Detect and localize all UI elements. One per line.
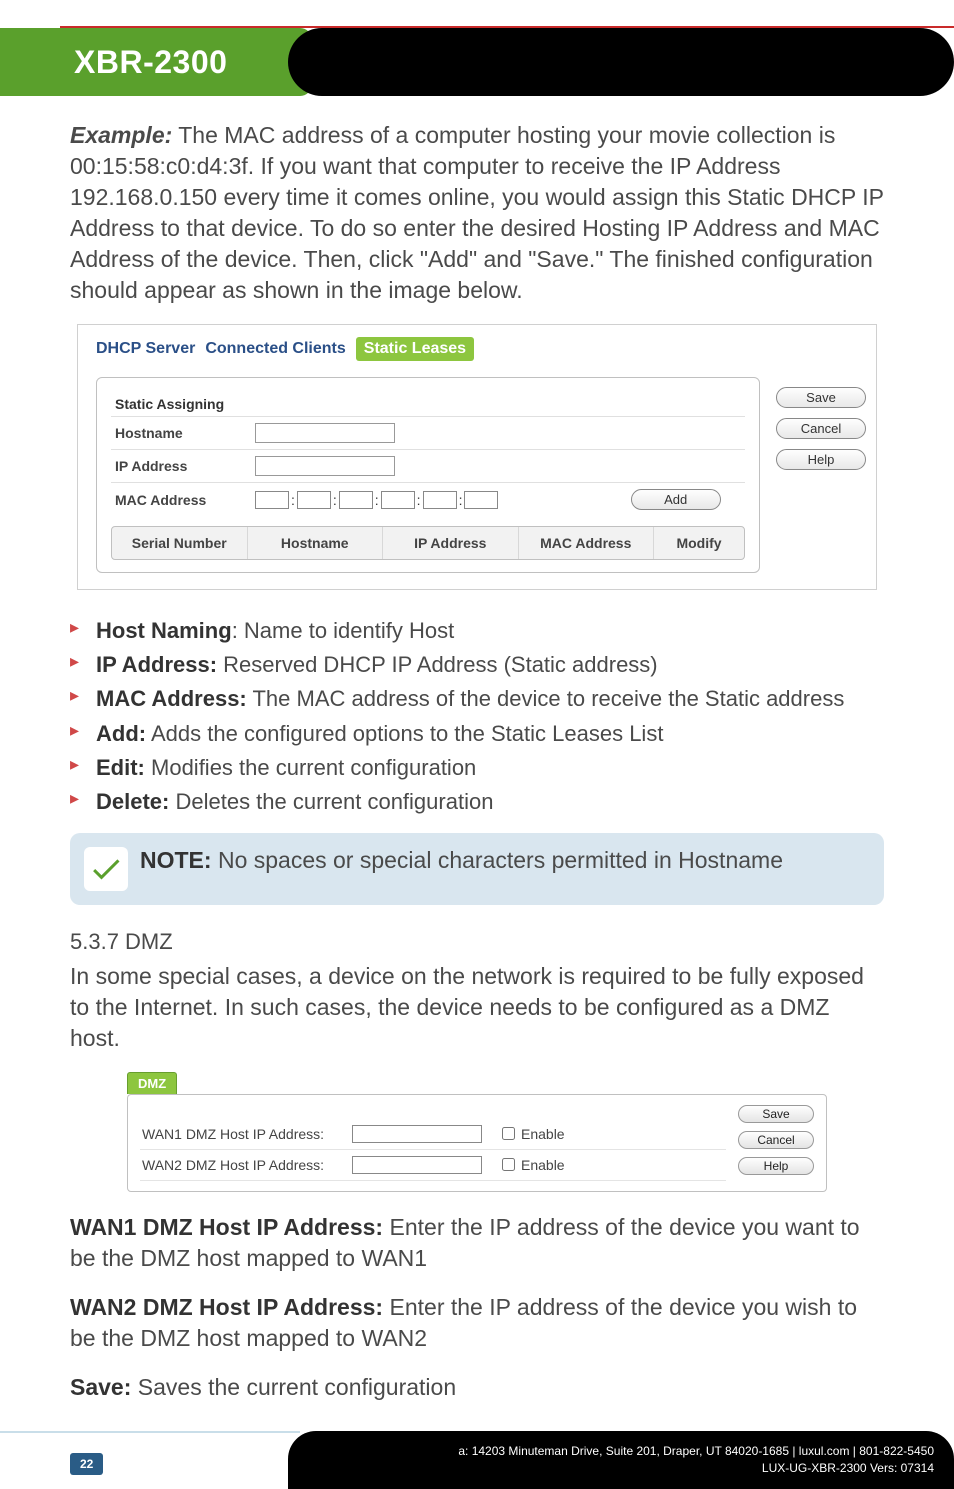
desc-edit: Modifies the current configuration bbox=[145, 755, 476, 780]
mac-4[interactable] bbox=[381, 491, 415, 509]
col-serial: Serial Number bbox=[112, 527, 248, 559]
input-ip[interactable] bbox=[255, 456, 395, 476]
mac-2[interactable] bbox=[297, 491, 331, 509]
static-leases-screenshot: DHCP Server Connected Clients Static Lea… bbox=[77, 324, 877, 590]
dmz-intro: In some special cases, a device on the n… bbox=[70, 961, 884, 1054]
tab-dhcp-server[interactable]: DHCP Server bbox=[96, 340, 195, 358]
input-hostname[interactable] bbox=[255, 423, 395, 443]
dmz-save-button[interactable]: Save bbox=[738, 1105, 814, 1123]
note-label: NOTE: bbox=[140, 847, 212, 873]
example-label: Example: bbox=[70, 122, 172, 148]
desc-delete: Deletes the current configuration bbox=[169, 789, 493, 814]
section-static-assigning: Static Assigning bbox=[111, 390, 745, 417]
product-name: XBR-2300 bbox=[74, 44, 227, 81]
label-wan1: WAN1 DMZ Host IP Address: bbox=[142, 1126, 352, 1142]
label-ip: IP Address bbox=[111, 450, 251, 483]
label-enable-1: Enable bbox=[521, 1126, 565, 1142]
cancel-button[interactable]: Cancel bbox=[776, 418, 866, 439]
example-text: The MAC address of a computer hosting yo… bbox=[70, 122, 884, 303]
input-wan2[interactable] bbox=[352, 1156, 482, 1174]
col-hostname: Hostname bbox=[248, 527, 384, 559]
note-text: No spaces or special characters permitte… bbox=[212, 847, 783, 873]
dmz-heading: 5.3.7 DMZ bbox=[70, 929, 884, 955]
check-icon bbox=[84, 847, 128, 891]
term-wan2: WAN2 DMZ Host IP Address: bbox=[70, 1294, 383, 1320]
mac-6[interactable] bbox=[464, 491, 498, 509]
mac-3[interactable] bbox=[339, 491, 373, 509]
term-edit: Edit: bbox=[96, 755, 145, 780]
footer-line1: a: 14203 Minuteman Drive, Suite 201, Dra… bbox=[308, 1443, 934, 1460]
term-delete: Delete: bbox=[96, 789, 169, 814]
checkbox-wan1-enable[interactable] bbox=[502, 1127, 515, 1140]
term-wan1: WAN1 DMZ Host IP Address: bbox=[70, 1214, 383, 1240]
product-badge: XBR-2300 bbox=[0, 28, 300, 96]
desc-ip-address: Reserved DHCP IP Address (Static address… bbox=[217, 652, 658, 677]
col-mac: MAC Address bbox=[519, 527, 655, 559]
tab-connected-clients[interactable]: Connected Clients bbox=[205, 340, 345, 358]
input-wan1[interactable] bbox=[352, 1125, 482, 1143]
example-paragraph: Example: The MAC address of a computer h… bbox=[70, 120, 884, 306]
leases-table-header: Serial Number Hostname IP Address MAC Ad… bbox=[111, 526, 745, 560]
page-footer: 22 a: 14203 Minuteman Drive, Suite 201, … bbox=[0, 1431, 954, 1489]
term-mac-address: MAC Address: bbox=[96, 686, 247, 711]
term-save: Save: bbox=[70, 1374, 131, 1400]
col-ip: IP Address bbox=[383, 527, 519, 559]
dmz-help-button[interactable]: Help bbox=[738, 1157, 814, 1175]
desc-mac-address: The MAC address of the device to receive… bbox=[247, 686, 845, 711]
save-button[interactable]: Save bbox=[776, 387, 866, 408]
term-ip-address: IP Address: bbox=[96, 652, 217, 677]
desc-save: Saves the current configuration bbox=[131, 1374, 456, 1400]
desc-host-naming: : Name to identify Host bbox=[232, 618, 455, 643]
label-enable-2: Enable bbox=[521, 1157, 565, 1173]
add-button[interactable]: Add bbox=[631, 489, 721, 510]
tab-static-leases[interactable]: Static Leases bbox=[356, 337, 474, 361]
page-number: 22 bbox=[70, 1453, 103, 1475]
dmz-cancel-button[interactable]: Cancel bbox=[738, 1131, 814, 1149]
help-button[interactable]: Help bbox=[776, 449, 866, 470]
col-modify: Modify bbox=[654, 527, 744, 559]
dmz-tab[interactable]: DMZ bbox=[127, 1072, 177, 1094]
term-host-naming: Host Naming bbox=[96, 618, 232, 643]
label-mac: MAC Address bbox=[111, 483, 251, 517]
definition-list: Host Naming: Name to identify Host IP Ad… bbox=[70, 614, 884, 819]
mac-5[interactable] bbox=[423, 491, 457, 509]
label-wan2: WAN2 DMZ Host IP Address: bbox=[142, 1157, 352, 1173]
dmz-screenshot: DMZ WAN1 DMZ Host IP Address: Enable WAN… bbox=[127, 1072, 827, 1192]
note-callout: NOTE: No spaces or special characters pe… bbox=[70, 833, 884, 905]
term-add: Add: bbox=[96, 721, 146, 746]
footer-line2: LUX-UG-XBR-2300 Vers: 07314 bbox=[308, 1460, 934, 1477]
mac-1[interactable] bbox=[255, 491, 289, 509]
desc-add: Adds the configured options to the Stati… bbox=[146, 721, 663, 746]
checkbox-wan2-enable[interactable] bbox=[502, 1158, 515, 1171]
header-bar bbox=[288, 28, 954, 96]
mac-address-inputs: : : : : : bbox=[255, 491, 602, 509]
label-hostname: Hostname bbox=[111, 417, 251, 450]
